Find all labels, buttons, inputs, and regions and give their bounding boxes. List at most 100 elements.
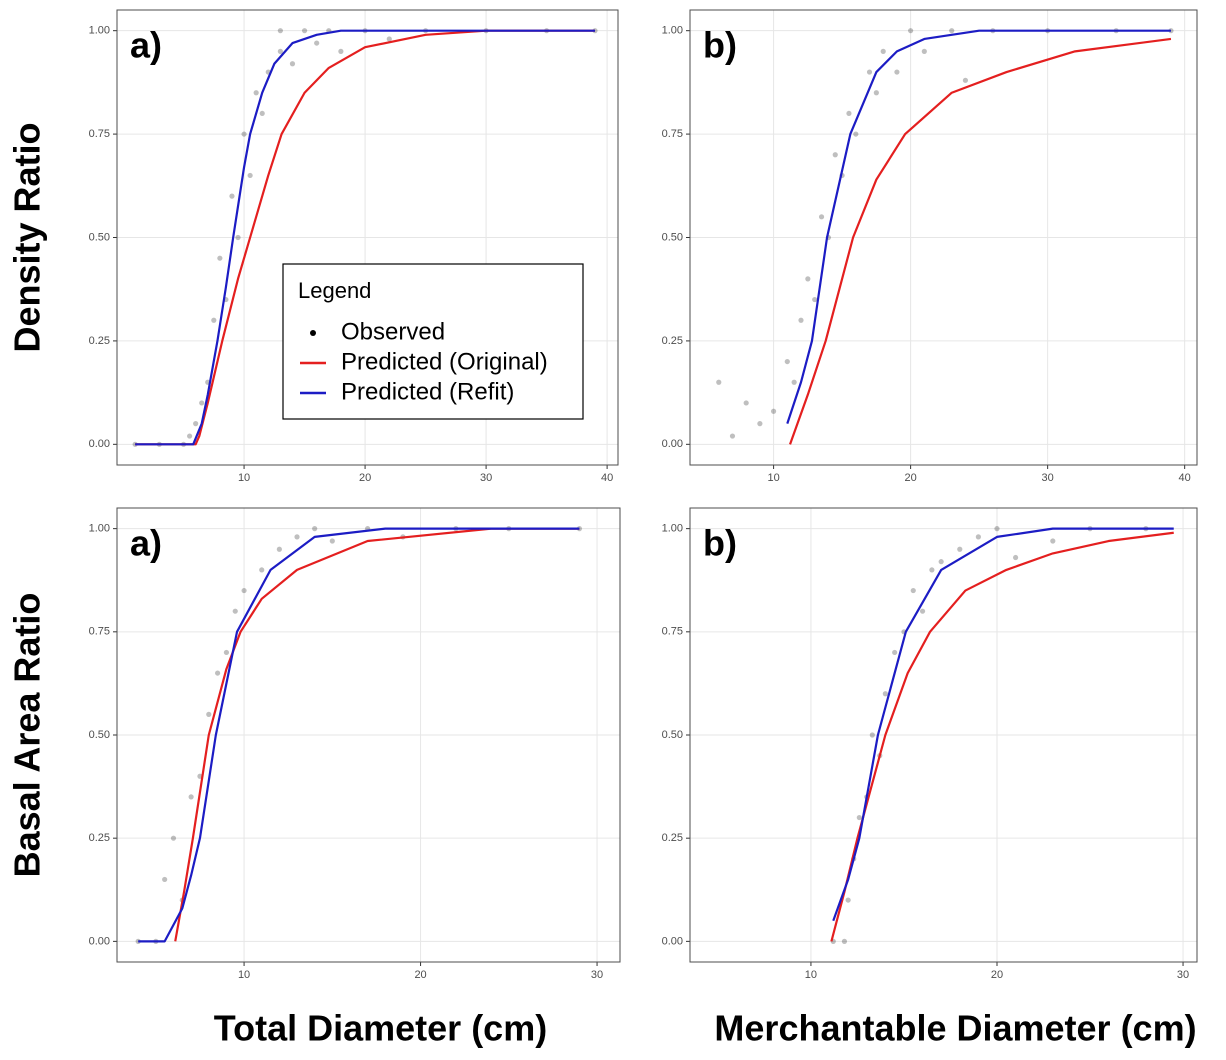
panel-border (116, 9, 619, 466)
legend-symbol (310, 330, 316, 336)
y-tick-label: 1.00 (89, 25, 110, 37)
y-axis-title: Basal Area Ratio (7, 593, 48, 878)
observed-point (229, 193, 235, 199)
observed-point (908, 28, 914, 34)
panel: 0.00 0.25 0.50 0.75 1.00 10 20 30 a) Basal Area R… (7, 507, 621, 1049)
y-tick-label: 0.00 (89, 438, 110, 450)
observed-point (170, 835, 177, 841)
panel-border (689, 9, 1198, 466)
y-tick-label: 1.00 (89, 523, 110, 535)
observed-point (241, 587, 247, 594)
observed-point (962, 77, 969, 83)
observed-point (919, 608, 926, 614)
observed-point (812, 296, 818, 303)
observed-point (869, 732, 875, 738)
observed-point (845, 897, 851, 903)
observed-point (892, 649, 898, 656)
observed-point (1012, 554, 1019, 561)
x-tick-label: 40 (601, 472, 613, 484)
y-tick-label: 0.50 (89, 231, 110, 243)
observed-point (856, 814, 862, 821)
observed-point (253, 90, 259, 96)
observed-point (770, 408, 777, 414)
y-axis-title: Density Ratio (7, 122, 48, 352)
plot-area (135, 526, 583, 944)
x-tick-label: 20 (904, 472, 916, 484)
prediction-line (832, 527, 1174, 922)
observed-point (975, 534, 981, 540)
observed-point (206, 711, 212, 717)
observed-point (841, 938, 848, 944)
observed-point (301, 28, 308, 34)
x-axis-title: Merchantable Diameter (cm) (714, 1008, 1196, 1049)
observed-point (276, 546, 282, 552)
y-tick-label: 0.25 (89, 832, 110, 844)
observed-point (873, 90, 879, 96)
observed-point (743, 400, 749, 406)
observed-point (729, 433, 736, 439)
y-tick-label: 0.00 (662, 935, 683, 947)
legend-label: Predicted (Original) (341, 348, 548, 375)
observed-point (1168, 28, 1174, 34)
prediction-line (138, 527, 580, 943)
observed-point (259, 567, 265, 573)
y-tick-label: 0.50 (89, 729, 110, 741)
legend-title: Legend (298, 278, 371, 303)
observed-point (215, 670, 221, 676)
observed-point (247, 172, 253, 179)
panel-label: a) (130, 25, 162, 66)
prediction-line (786, 29, 1171, 424)
y-tick-label: 1.00 (662, 523, 683, 535)
y-tick-label: 0.25 (662, 832, 683, 844)
plot-area (132, 28, 598, 447)
observed-point (757, 421, 763, 427)
y-tick-label: 0.75 (662, 626, 683, 638)
x-tick-label: 20 (991, 969, 1003, 981)
panel-border (116, 507, 621, 963)
observed-point (223, 649, 230, 656)
observed-point (135, 938, 141, 944)
observed-point (949, 28, 955, 34)
observed-point (1050, 538, 1056, 544)
observed-point (805, 276, 811, 282)
y-tick-label: 0.25 (89, 335, 110, 347)
observed-point (938, 559, 944, 565)
observed-point (289, 61, 296, 67)
y-tick-label: 0.75 (662, 128, 683, 140)
observed-point (217, 255, 223, 261)
y-tick-label: 0.00 (662, 438, 683, 450)
observed-point (312, 526, 318, 532)
y-tick-label: 0.50 (662, 231, 683, 243)
x-axis-title: Total Diameter (cm) (214, 1008, 547, 1049)
observed-point (187, 433, 193, 439)
observed-point (162, 876, 168, 883)
panel: 0.00 0.25 0.50 0.75 1.00 10 20 30 40 a) Density Ra… (7, 9, 619, 484)
observed-point (957, 546, 963, 552)
observed-point (338, 48, 344, 54)
panel: 0.00 0.25 0.50 0.75 1.00 10 20 30 b) Merchantable… (662, 507, 1198, 1049)
observed-point (894, 69, 900, 75)
x-tick-label: 30 (1177, 969, 1189, 981)
legend-label: Predicted (Refit) (341, 378, 514, 405)
observed-point (199, 400, 205, 406)
y-tick-label: 0.00 (89, 935, 110, 947)
observed-point (716, 379, 722, 385)
x-tick-label: 10 (767, 472, 779, 484)
observed-point (211, 317, 217, 323)
y-tick-label: 1.00 (662, 25, 683, 37)
x-tick-label: 40 (1179, 472, 1191, 484)
panel-border (689, 507, 1198, 963)
x-tick-label: 10 (805, 969, 817, 981)
y-tick-label: 0.75 (89, 128, 110, 140)
observed-point (277, 28, 283, 34)
observed-point (832, 152, 838, 158)
x-tick-label: 10 (238, 472, 250, 484)
prediction-line (135, 29, 596, 446)
observed-point (386, 36, 392, 42)
observed-point (846, 110, 852, 117)
observed-point (798, 317, 804, 323)
observed-point (314, 40, 320, 46)
plot-area (716, 28, 1174, 445)
x-tick-label: 30 (1042, 472, 1054, 484)
observed-point (853, 131, 859, 137)
